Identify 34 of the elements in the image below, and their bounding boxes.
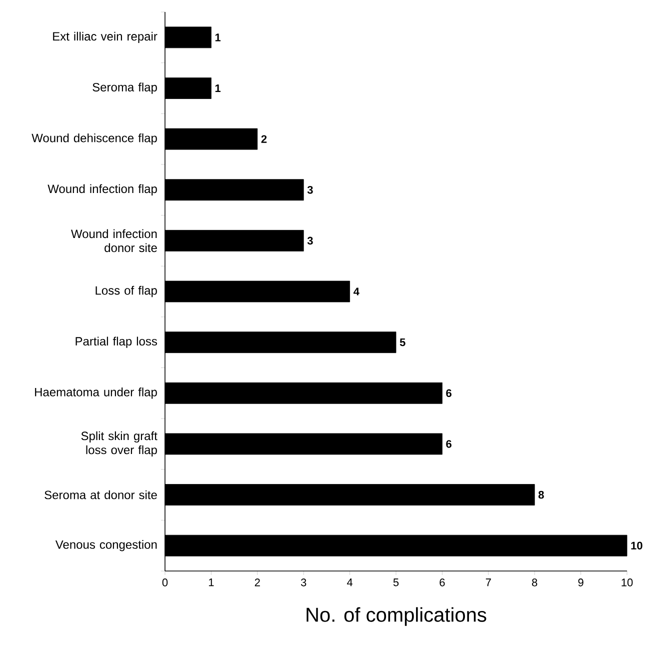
data-label: 6 [446,389,452,398]
x-tick-label: 7 [486,578,491,586]
y-tick-label: Seroma flap [92,82,157,94]
y-tick-label: Split skin graft loss over flap [81,431,158,457]
y-tick-label: Wound infection flap [48,184,157,196]
data-label: 1 [215,84,221,92]
x-tick-label: 8 [532,578,538,586]
x-tick-label: 3 [300,578,306,586]
y-tick-label: Venous congestion [55,540,157,552]
y-tick-label: Loss of flap [96,286,157,298]
x-tick-label: 6 [440,578,445,586]
x-tick-label: 1 [208,578,214,586]
data-label: 10 [631,542,642,550]
x-tick-label: 9 [578,578,584,586]
y-tick-label: Partial flap loss [76,336,158,348]
data-label: 4 [354,288,360,296]
data-label: 3 [307,236,313,245]
data-label: 5 [400,338,406,346]
x-tick-label: 4 [346,578,353,586]
x-axis-title: No. of complications [306,607,486,626]
x-tick-label: 0 [162,578,168,586]
y-tick-label: Wound dehiscence flap [32,133,157,145]
x-tick-label: 5 [393,578,399,586]
y-tick-label: Ext illiac vein repair [53,32,158,44]
y-tick-label: Wound infection donor site [71,229,157,252]
x-tick-label: 10 [622,578,633,586]
y-tick-label: Haematoma under flap [35,388,157,399]
data-label: 8 [538,490,544,499]
data-label: 3 [307,186,313,194]
x-tick-label: 2 [254,578,260,586]
y-tick-label: Seroma at donor site [44,490,157,500]
data-label: 1 [215,34,221,42]
data-label: 2 [261,135,267,143]
data-label: 6 [446,440,452,448]
